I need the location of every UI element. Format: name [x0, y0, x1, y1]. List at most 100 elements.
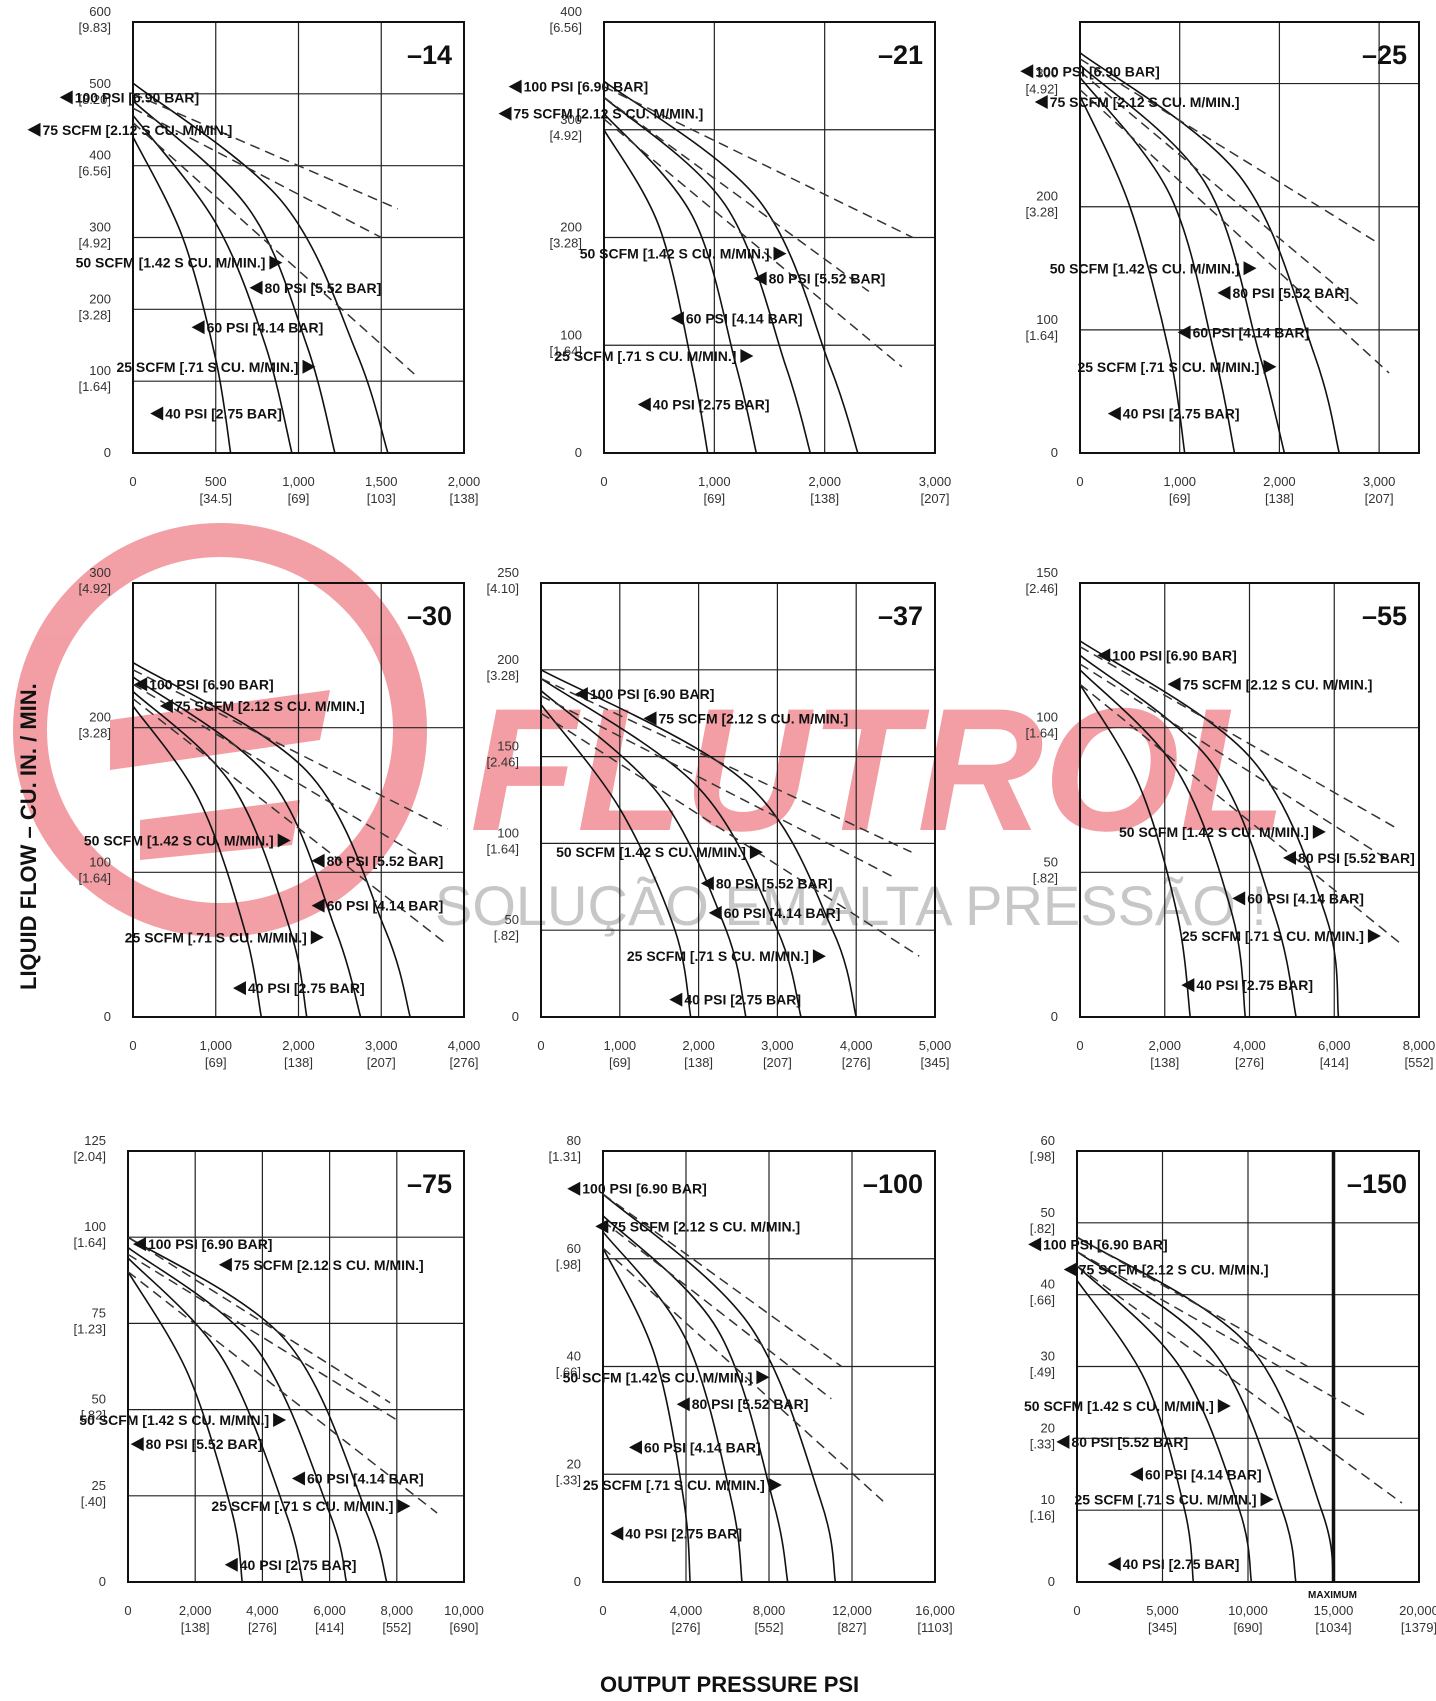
- curve-arrow-left: [191, 320, 205, 335]
- x-tick-label-bar: [1034]: [1315, 1620, 1351, 1635]
- x-tick-label-bar: [276]: [672, 1620, 701, 1635]
- y-tick-label: 0: [104, 445, 111, 460]
- x-tick-label-bar: [276]: [842, 1055, 871, 1070]
- airflow-curve: [132, 683, 423, 859]
- curve-label-psi40: 40 PSI [2.75 BAR]: [653, 397, 770, 413]
- curve-arrow-left: [567, 1181, 581, 1196]
- curve-arrow-right: [740, 349, 754, 364]
- y-tick-label-bar: [.82]: [1033, 870, 1058, 885]
- y-tick-label-bar: [3.28]: [486, 668, 519, 683]
- x-tick-label: 2,000: [1148, 1038, 1181, 1053]
- x-tick-label: 6,000: [313, 1603, 346, 1618]
- y-tick-label-bar: [.66]: [1030, 1293, 1055, 1308]
- x-tick-label-bar: [138]: [284, 1055, 313, 1070]
- curve-label-psi60: 60 PSI [4.14 BAR]: [307, 1471, 424, 1487]
- curve-arrow-left: [508, 79, 522, 94]
- curve-arrow-left: [670, 311, 684, 326]
- curve-label-psi80: 80 PSI [5.52 BAR]: [265, 280, 382, 296]
- flutrol-tagline-text: SOLUÇÃO EM ALTA PRESSÃO !: [435, 874, 1267, 937]
- y-tick-label-bar: [6.56]: [78, 164, 111, 179]
- x-tick-label: 16,000: [915, 1603, 955, 1618]
- x-tick-label: 0: [1076, 474, 1083, 489]
- y-tick-label-bar: [6.56]: [549, 20, 582, 35]
- chart-panel: 0 1,000 [69] 2,000 [138] 3,000 [207] 0 100[1.64]…: [498, 4, 951, 506]
- y-tick-label-bar: [8.20]: [78, 92, 111, 107]
- pressure-curve: [1079, 52, 1340, 454]
- x-tick-label: 8,000: [1403, 1038, 1436, 1053]
- curve-arrow-right: [756, 1370, 770, 1385]
- airflow-curve: [540, 695, 896, 879]
- x-tick-label: 0: [1073, 1603, 1080, 1618]
- y-tick-label: 400: [560, 4, 582, 19]
- y-tick-label: 200: [89, 710, 111, 725]
- model-number: –37: [878, 601, 923, 631]
- airflow-curve: [603, 86, 914, 239]
- y-tick-label-bar: [3.28]: [549, 236, 582, 251]
- y-tick-label: 50: [1041, 1205, 1055, 1220]
- pressure-curve: [132, 661, 411, 1018]
- curve-label-scfm25: 25 SCFM [.71 S CU. M/MIN.]: [627, 948, 809, 964]
- airflow-curve: [132, 669, 448, 830]
- x-tick-label: 2,000: [448, 474, 481, 489]
- x-tick-label-bar: [345]: [1148, 1620, 1177, 1635]
- x-tick-label-bar: [69]: [609, 1055, 631, 1070]
- curve-label-psi60: 60 PSI [4.14 BAR]: [686, 310, 803, 326]
- pressure-curve: [603, 80, 859, 454]
- x-tick-label-bar: [690]: [1234, 1620, 1263, 1635]
- y-tick-label: 0: [1051, 445, 1058, 460]
- x-tick-label: 8,000: [381, 1603, 414, 1618]
- curve-label-scfm75: 75 SCFM [2.12 S CU. M/MIN.]: [1050, 94, 1240, 110]
- curve-label-scfm25: 25 SCFM [.71 S CU. M/MIN.]: [116, 359, 298, 375]
- curve-arrow-right: [1243, 261, 1257, 276]
- model-number: –100: [863, 1169, 923, 1199]
- curve-label-scfm50: 50 SCFM [1.42 S CU. M/MIN.]: [84, 833, 274, 849]
- curve-arrow-left: [291, 1471, 305, 1486]
- pressure-curve: [1076, 1236, 1335, 1583]
- curve-label-psi60: 60 PSI [4.14 BAR]: [1193, 324, 1310, 340]
- x-tick-label: 1,000: [282, 474, 315, 489]
- x-tick-label-bar: [1103]: [917, 1620, 952, 1635]
- x-tick-label: 1,000: [698, 474, 731, 489]
- curve-label-psi40: 40 PSI [2.75 BAR]: [1196, 977, 1313, 993]
- y-tick-label: 0: [1051, 1009, 1058, 1024]
- curve-label-scfm25: 25 SCFM [.71 S CU. M/MIN.]: [1077, 359, 1259, 375]
- pressure-curve: [132, 114, 293, 454]
- curve-arrow-left: [669, 992, 683, 1007]
- y-tick-label-bar: [2.46]: [1025, 581, 1058, 596]
- curve-label-psi100: 100 PSI [6.90 BAR]: [1043, 1236, 1168, 1252]
- airflow-curve: [602, 1193, 843, 1368]
- curve-label-scfm75: 75 SCFM [2.12 S CU. M/MIN.]: [175, 698, 365, 714]
- curve-label-psi60: 60 PSI [4.14 BAR]: [327, 898, 444, 914]
- x-tick-label: 0: [600, 474, 607, 489]
- x-tick-label-bar: [276]: [248, 1620, 277, 1635]
- x-tick-label: 1,000: [199, 1038, 232, 1053]
- y-tick-label: 200: [89, 291, 111, 306]
- pressure-curve: [603, 129, 709, 454]
- y-tick-label: 0: [1048, 1574, 1055, 1589]
- x-tick-label-bar: [276]: [1235, 1055, 1264, 1070]
- pressure-curve: [1076, 1279, 1195, 1583]
- pressure-curve: [602, 1215, 789, 1583]
- pressure-curve: [1079, 64, 1286, 454]
- plot-frame: [132, 582, 465, 1018]
- x-tick-label-bar: [207]: [763, 1055, 792, 1070]
- curve-label-scfm50: 50 SCFM [1.42 S CU. M/MIN.]: [1024, 1398, 1214, 1414]
- curve-arrow-right: [812, 949, 826, 964]
- curve-label-scfm50: 50 SCFM [1.42 S CU. M/MIN.]: [1119, 824, 1309, 840]
- x-tick-label: 6,000: [1318, 1038, 1351, 1053]
- pressure-curve: [602, 1193, 837, 1583]
- y-tick-label-bar: [4.92]: [78, 581, 111, 596]
- curve-arrow-left: [1181, 978, 1195, 993]
- x-tick-label-bar: [138]: [450, 491, 479, 506]
- plot-frame: [1079, 21, 1420, 454]
- pressure-curve: [540, 669, 857, 1018]
- y-tick-label: 60: [1041, 1133, 1055, 1148]
- x-tick-label: 2,000: [179, 1603, 212, 1618]
- y-tick-label: 50: [505, 912, 519, 927]
- curve-arrow-left: [311, 853, 325, 868]
- x-tick-label: 3,000: [1363, 474, 1396, 489]
- curve-arrow-right: [397, 1499, 411, 1514]
- curve-arrow-left: [27, 122, 41, 137]
- curve-label-psi40: 40 PSI [2.75 BAR]: [625, 1526, 742, 1542]
- x-tick-label: 0: [537, 1038, 544, 1053]
